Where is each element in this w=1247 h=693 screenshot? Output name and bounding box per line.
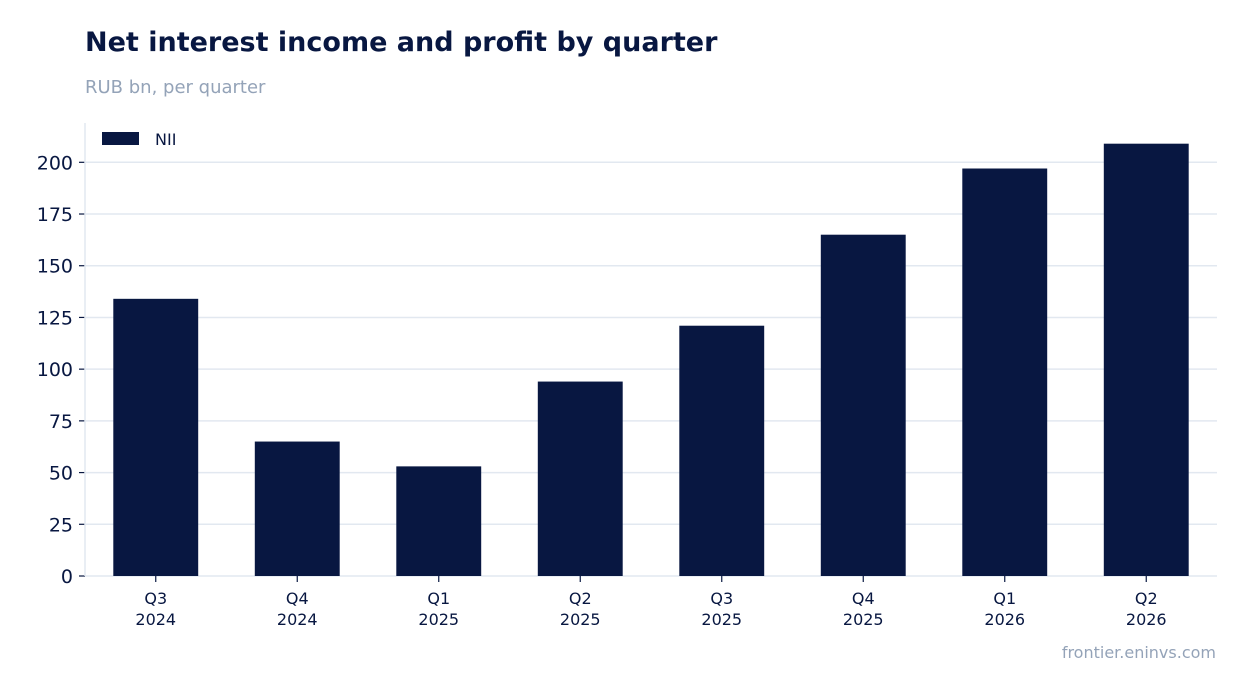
x-tick-label-quarter: Q2 — [1135, 589, 1158, 608]
x-tick-label-quarter: Q1 — [427, 589, 450, 608]
bar — [254, 441, 340, 576]
bars — [113, 143, 1189, 577]
y-tick-label: 125 — [37, 307, 73, 329]
y-tick-label: 150 — [37, 256, 73, 278]
y-tick-label: 200 — [37, 152, 73, 174]
y-tick-label: 75 — [49, 411, 73, 433]
x-tick-label-quarter: Q3 — [710, 589, 733, 608]
x-tick-label-quarter: Q4 — [852, 589, 875, 608]
legend-label: NII — [155, 130, 176, 149]
y-tick-label: 175 — [37, 204, 73, 226]
legend: NII — [102, 130, 176, 149]
x-tick-label-quarter: Q1 — [993, 589, 1016, 608]
y-tick-label: 25 — [49, 514, 73, 536]
bar — [679, 325, 765, 576]
bar — [820, 234, 906, 577]
bar — [1103, 143, 1189, 576]
source-credit: frontier.eninvs.com — [1061, 643, 1216, 662]
bar — [396, 466, 482, 576]
x-tick-label-year: 2024 — [277, 610, 318, 629]
x-tick-label-year: 2024 — [135, 610, 176, 629]
y-tick-label: 100 — [37, 359, 73, 381]
x-tick-label-quarter: Q3 — [144, 589, 167, 608]
x-tick-label-year: 2025 — [560, 610, 601, 629]
x-tick-label-year: 2026 — [984, 610, 1025, 629]
y-tick-label: 50 — [49, 463, 73, 485]
y-tick-label: 0 — [61, 566, 73, 588]
x-tick-label-year: 2025 — [843, 610, 884, 629]
legend-swatch — [102, 132, 139, 145]
x-tick-label-quarter: Q2 — [569, 589, 592, 608]
tick-labels: 0 25 50 75 100 125 150 175 200 Q3 2024 Q4 2024 Q1 2025… — [37, 152, 1167, 629]
x-tick-label-year: 2025 — [418, 610, 459, 629]
bar — [962, 168, 1048, 577]
x-tick-label-year: 2026 — [1126, 610, 1167, 629]
bar — [113, 298, 199, 576]
x-tick-label-quarter: Q4 — [286, 589, 309, 608]
x-tick-label-year: 2025 — [701, 610, 742, 629]
bar — [537, 381, 623, 576]
chart-subtitle: RUB bn, per quarter — [85, 77, 266, 98]
chart-title: Net interest income and profit by quarte… — [85, 27, 718, 58]
